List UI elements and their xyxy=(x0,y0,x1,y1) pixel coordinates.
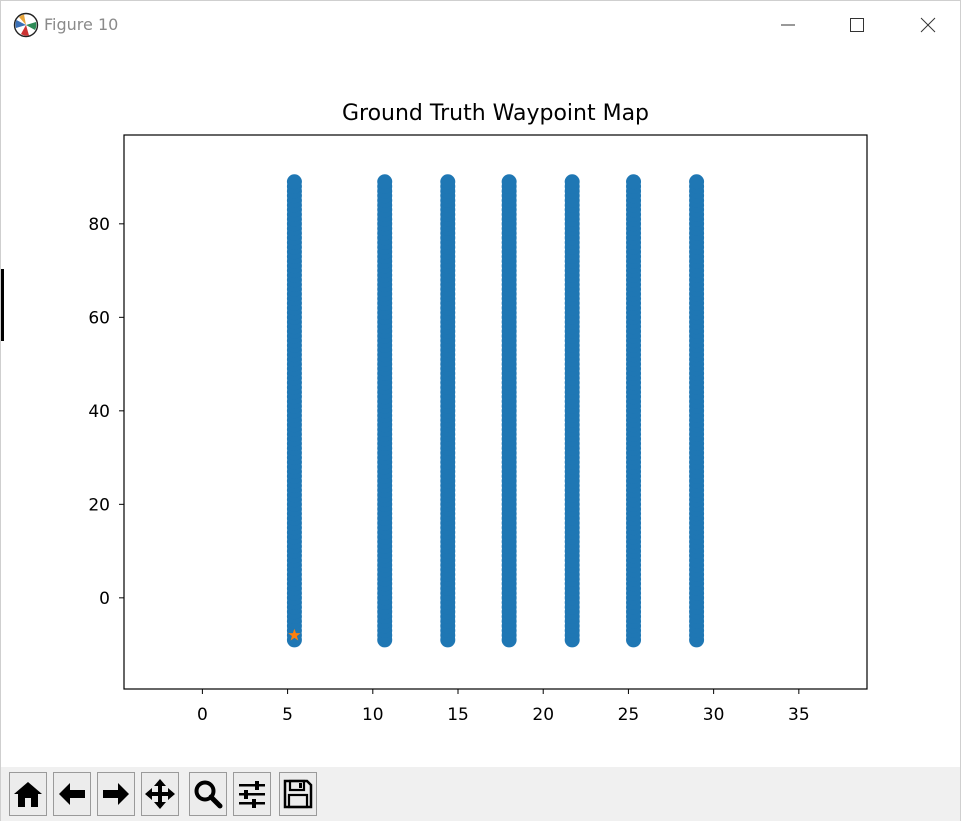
scatter-chart: Ground Truth Waypoint Map 0 5 10 15 20 25 30 35 0… xyxy=(88,101,868,725)
zoom-button[interactable] xyxy=(189,772,227,816)
pan-button[interactable] xyxy=(141,772,179,816)
x-tick-label: 5 xyxy=(282,705,293,725)
chart-title: Ground Truth Waypoint Map xyxy=(342,101,649,126)
x-tick-label: 20 xyxy=(532,705,554,725)
arrow-left-icon xyxy=(59,783,85,805)
minimize-icon xyxy=(781,24,795,26)
x-tick-label: 10 xyxy=(362,705,384,725)
waypoint-point xyxy=(689,174,705,190)
waypoint-point xyxy=(440,174,456,190)
forward-button[interactable] xyxy=(97,772,135,816)
subplots-button[interactable] xyxy=(233,772,271,816)
close-button[interactable] xyxy=(905,7,951,43)
x-tick-label: 30 xyxy=(703,705,725,725)
minimize-button[interactable] xyxy=(765,7,811,43)
maximize-icon xyxy=(850,18,864,32)
waypoint-point xyxy=(377,174,393,190)
magnifier-icon xyxy=(194,780,223,809)
arrow-right-icon xyxy=(103,783,129,805)
waypoint-point xyxy=(626,174,642,190)
axes-frame xyxy=(123,134,868,690)
floppy-disk-icon xyxy=(283,779,313,809)
waypoint-point xyxy=(501,174,517,190)
start-point-star xyxy=(288,628,301,641)
plot-area[interactable]: Ground Truth Waypoint Map 0 5 10 15 20 25 30 35 0… xyxy=(1,49,960,767)
y-tick-label: 20 xyxy=(88,495,110,515)
close-icon xyxy=(920,17,936,33)
waypoint-point xyxy=(564,174,580,190)
back-button[interactable] xyxy=(53,772,91,816)
title-bar[interactable]: Figure 10 xyxy=(1,1,960,49)
save-button[interactable] xyxy=(279,772,317,816)
x-tick-label: 15 xyxy=(447,705,469,725)
x-tick-label: 0 xyxy=(197,705,208,725)
y-tick-label: 0 xyxy=(99,589,110,609)
matplotlib-logo-icon xyxy=(13,12,39,38)
sliders-icon xyxy=(239,781,265,808)
move-icon xyxy=(145,779,175,809)
x-tick-label: 25 xyxy=(618,705,640,725)
y-tick-label: 40 xyxy=(88,402,110,422)
y-tick-label: 80 xyxy=(88,215,110,235)
y-tick-label: 60 xyxy=(88,308,110,328)
waypoint-point xyxy=(286,174,302,190)
navigation-toolbar xyxy=(1,767,960,821)
window-title: Figure 10 xyxy=(44,15,119,34)
window-edge-shadow xyxy=(1,269,4,341)
home-button[interactable] xyxy=(9,772,47,816)
home-icon xyxy=(14,782,42,807)
maximize-button[interactable] xyxy=(834,7,880,43)
x-tick-label: 35 xyxy=(788,705,810,725)
